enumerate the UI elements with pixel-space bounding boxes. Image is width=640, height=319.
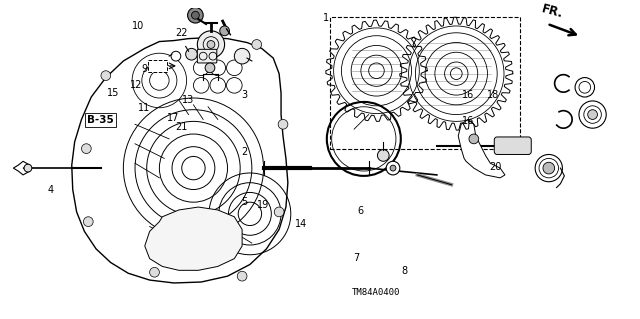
- Circle shape: [191, 11, 199, 19]
- Circle shape: [24, 164, 32, 172]
- Text: 20: 20: [490, 162, 502, 173]
- Text: FR.: FR.: [540, 3, 564, 21]
- Text: 2: 2: [241, 147, 247, 157]
- Circle shape: [83, 217, 93, 226]
- Circle shape: [205, 63, 215, 73]
- Circle shape: [186, 48, 197, 60]
- Text: 15: 15: [107, 88, 119, 98]
- Circle shape: [278, 119, 288, 129]
- Text: 21: 21: [175, 122, 188, 132]
- FancyBboxPatch shape: [494, 137, 531, 154]
- Bar: [148, 60, 167, 72]
- Circle shape: [220, 26, 230, 36]
- Text: B-35: B-35: [87, 115, 114, 125]
- Text: 18: 18: [487, 90, 499, 100]
- Polygon shape: [72, 38, 288, 283]
- Text: 11: 11: [138, 103, 150, 113]
- Circle shape: [390, 165, 396, 171]
- Text: 14: 14: [295, 219, 307, 229]
- Text: 1: 1: [323, 13, 330, 23]
- Circle shape: [150, 267, 159, 277]
- Circle shape: [171, 51, 180, 61]
- Text: 4: 4: [48, 185, 54, 195]
- Text: 10: 10: [132, 20, 144, 31]
- Text: 19: 19: [257, 200, 269, 210]
- Text: 9: 9: [141, 64, 147, 74]
- Circle shape: [543, 162, 555, 174]
- Circle shape: [469, 134, 479, 144]
- Circle shape: [588, 110, 598, 119]
- Polygon shape: [458, 119, 505, 178]
- Text: 3: 3: [241, 90, 247, 100]
- Text: 13: 13: [182, 95, 194, 105]
- Circle shape: [188, 7, 203, 23]
- Text: 16: 16: [462, 116, 474, 126]
- Text: 5: 5: [241, 197, 247, 207]
- Polygon shape: [13, 161, 30, 175]
- Circle shape: [81, 144, 92, 153]
- Circle shape: [207, 41, 215, 48]
- Text: TM84A0400: TM84A0400: [352, 288, 400, 297]
- FancyBboxPatch shape: [197, 49, 217, 63]
- Circle shape: [101, 71, 111, 80]
- Circle shape: [252, 40, 262, 49]
- Text: 7: 7: [353, 253, 359, 263]
- Text: 8: 8: [401, 266, 407, 276]
- Text: 16: 16: [462, 90, 474, 100]
- Circle shape: [197, 31, 225, 58]
- Bar: [330, 17, 520, 149]
- Circle shape: [378, 150, 389, 161]
- Text: 22: 22: [175, 28, 188, 38]
- Circle shape: [275, 207, 284, 217]
- Polygon shape: [145, 207, 242, 270]
- Circle shape: [234, 48, 250, 64]
- Circle shape: [386, 161, 400, 175]
- Text: 12: 12: [130, 79, 142, 90]
- Text: 6: 6: [357, 206, 364, 216]
- Circle shape: [237, 271, 247, 281]
- Text: 17: 17: [168, 113, 180, 123]
